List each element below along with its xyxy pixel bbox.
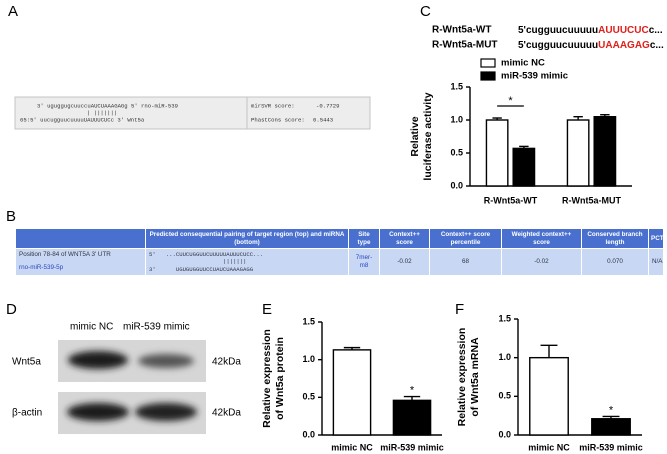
score-label: PhastCons score: <box>251 116 305 123</box>
panel-label: E <box>262 301 272 318</box>
header-cell: Site type <box>348 227 380 250</box>
table-cell: -0.02 <box>379 248 430 276</box>
lane-label: mimic NC <box>70 322 113 333</box>
header-cell: PCT <box>648 227 664 250</box>
sequence: 5'cugguucuuuuuAUUUCUCc... <box>518 25 663 36</box>
y-tick-label: 1.0 <box>450 114 463 124</box>
panel-label: A <box>8 3 18 20</box>
table-cell: 7mer-m8 <box>348 248 380 276</box>
site-position: Position 78-84 of WNT5A 3' UTR <box>19 251 111 259</box>
pairing-cell: 5' ...CUUCUGGUUCUUUUUAUUUCUCC... ||||||| 3… <box>145 248 349 276</box>
y-tick-label: 0.5 <box>302 392 315 402</box>
y-axis-label: Relative <box>409 116 421 156</box>
y-tick-label: 1.0 <box>302 354 315 364</box>
header-cell: Context++ score percentile <box>429 227 502 250</box>
significance-mark: * <box>410 384 415 396</box>
alignment-box <box>14 96 371 130</box>
table-cell: 0.070 <box>581 248 649 276</box>
x-tick-label: miR-539 mimic <box>579 442 643 452</box>
band-size: 42kDa <box>212 357 241 368</box>
targetscan-table: Predicted consequential pairing of targe… <box>15 227 664 276</box>
band-name: Wnt5a <box>12 357 41 368</box>
header-cell: Weighted context++ score <box>501 227 582 250</box>
legend-swatch <box>480 71 496 81</box>
sequence: 5'cugguucuuuuuUAAAGAGc... <box>518 40 664 51</box>
header-cell <box>15 227 146 250</box>
table-row: Position 78-84 of WNT5A 3' UTR rno-miR-53… <box>15 248 664 276</box>
pairing-line: 3' UGUGUGGUUCCUAUCUAAAGAGG <box>149 265 254 273</box>
legend-label: mimic NC <box>501 58 545 69</box>
y-tick-label: 0.5 <box>450 147 463 157</box>
y-tick-label: 0.0 <box>302 429 315 439</box>
bar <box>529 356 569 436</box>
legend-label: miR-539 mimic <box>501 71 568 82</box>
pair-line: | ||||||| <box>87 109 117 116</box>
sequence-label: R-Wnt5a-WT <box>432 25 491 36</box>
bar <box>512 147 536 187</box>
mirna-line: 3' uguggugcuuccuAUCUAAAGAGg 5' rno-miR-5… <box>37 102 178 109</box>
x-tick-label: R-Wnt5a-MUT <box>562 195 621 205</box>
y-tick-label: 1.5 <box>302 316 315 326</box>
target-line: 65:5' uucugguucuuuuUAUUUCUCc 3' Wnt5a <box>20 116 145 123</box>
blot-band <box>135 403 197 421</box>
x-tick-label: mimic NC <box>331 442 373 452</box>
bar <box>591 418 631 436</box>
y-axis-label: luciferase activity <box>422 92 434 180</box>
panel-label: B <box>6 208 16 225</box>
y-tick-label: 1.5 <box>498 313 511 323</box>
blot-band <box>138 354 194 368</box>
bar <box>593 115 617 187</box>
x-tick-label: R-Wnt5a-WT <box>484 195 538 205</box>
significance-mark: * <box>508 95 513 107</box>
bar <box>566 119 590 187</box>
header-cell: Context++ score <box>379 227 430 250</box>
table-header: Predicted consequential pairing of targe… <box>15 227 664 250</box>
panel-label: F <box>455 301 464 318</box>
header-cell: Predicted consequential pairing of targe… <box>145 227 349 250</box>
score-value: -0.7729 <box>316 102 340 109</box>
bar <box>485 119 509 187</box>
blot-band <box>68 351 128 369</box>
sequence-part: c... <box>650 40 664 51</box>
sequence-highlight: UAAAGAG <box>598 40 650 51</box>
x-tick-label: miR-539 mimic <box>380 442 444 452</box>
y-tick-label: 1.0 <box>498 352 511 362</box>
y-tick-label: 0.0 <box>450 180 463 190</box>
sequence-part: 5'cugguucuuuuu <box>518 25 598 36</box>
bar <box>392 399 432 436</box>
sequence-label: R-Wnt5a-MUT <box>432 40 498 51</box>
panel-label: D <box>6 301 17 318</box>
pairing-line: 5' ...CUUCUGGUUCUUUUUAUUUCUCC... <box>149 251 264 259</box>
bar <box>332 349 372 436</box>
significance-mark: * <box>609 404 614 416</box>
table-cell: N/A <box>648 248 664 276</box>
blot-band <box>67 403 129 421</box>
sequence-part: 5'cugguucuuuuu <box>518 40 598 51</box>
y-axis-label: Relative expression <box>261 329 273 428</box>
sequence-part: c... <box>649 25 663 36</box>
score-label: mirSVR score: <box>251 102 295 109</box>
y-tick-label: 0.5 <box>498 391 511 401</box>
panel-label: C <box>420 3 431 20</box>
y-tick-label: 0.0 <box>498 429 511 439</box>
table-cell: -0.02 <box>501 248 582 276</box>
sequence-highlight: AUUUCUC <box>598 25 649 36</box>
score-value: 0.5443 <box>313 116 333 123</box>
table-cell: 68 <box>429 248 502 276</box>
y-axis-label: of Wnt5a protein <box>274 337 286 420</box>
y-tick-label: 1.5 <box>450 81 463 91</box>
band-name: β-actin <box>12 408 42 419</box>
legend-swatch <box>480 58 496 68</box>
mirna-link[interactable]: rno-miR-539-5p <box>19 264 64 272</box>
pairing-line: ||||||| <box>223 258 247 266</box>
site-cell: Position 78-84 of WNT5A 3' UTR rno-miR-53… <box>15 248 146 276</box>
y-axis-label: of Wnt5a mRNA <box>469 337 481 417</box>
y-axis-label: Relative expression <box>456 328 468 427</box>
header-cell: Conserved branch length <box>581 227 649 250</box>
band-size: 42kDa <box>212 408 241 419</box>
x-tick-label: mimic NC <box>528 442 570 452</box>
lane-label: miR-539 mimic <box>123 322 190 333</box>
